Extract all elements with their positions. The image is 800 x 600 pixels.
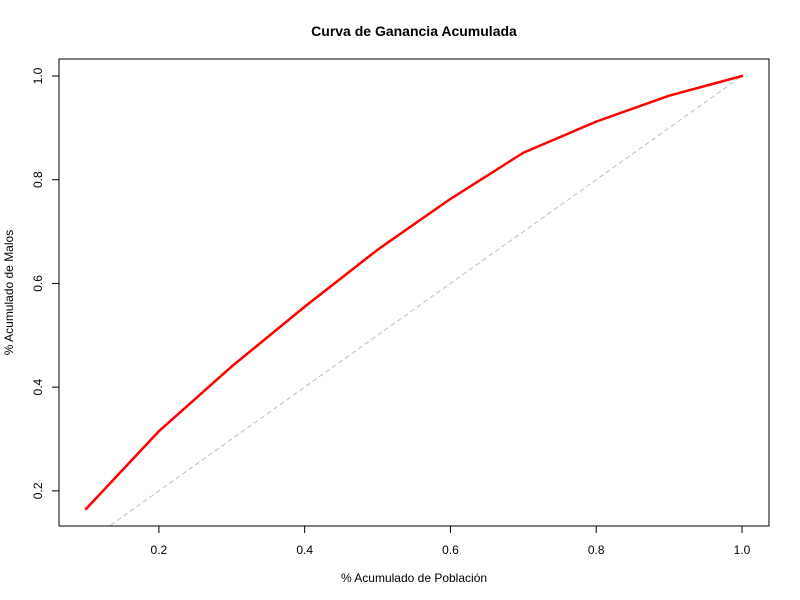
x-axis-label: % Acumulado de Población <box>341 571 487 585</box>
y-axis-label: % Acumulado de Malos <box>2 230 16 355</box>
chart-title: Curva de Ganancia Acumulada <box>311 23 517 39</box>
gain-curve-line <box>84 74 744 511</box>
plot-series-layer <box>84 74 744 526</box>
x-axis: 0.2 0.4 0.6 0.8 1.0 <box>151 525 751 557</box>
y-tick-label: 0.2 <box>31 482 45 499</box>
x-tick-label: 0.8 <box>588 543 605 557</box>
y-tick-label: 1.0 <box>31 67 45 84</box>
y-axis: 0.2 0.4 0.6 0.8 1.0 <box>31 67 60 499</box>
y-tick-label: 0.6 <box>31 275 45 292</box>
y-tick-label: 0.8 <box>31 171 45 188</box>
x-tick-label: 0.4 <box>296 543 313 557</box>
reference-diagonal-line <box>108 75 743 526</box>
x-tick-label: 1.0 <box>734 543 751 557</box>
y-tick-label: 0.4 <box>31 378 45 395</box>
x-tick-label: 0.2 <box>151 543 168 557</box>
plot-frame <box>58 58 770 527</box>
x-tick-label: 0.6 <box>442 543 459 557</box>
